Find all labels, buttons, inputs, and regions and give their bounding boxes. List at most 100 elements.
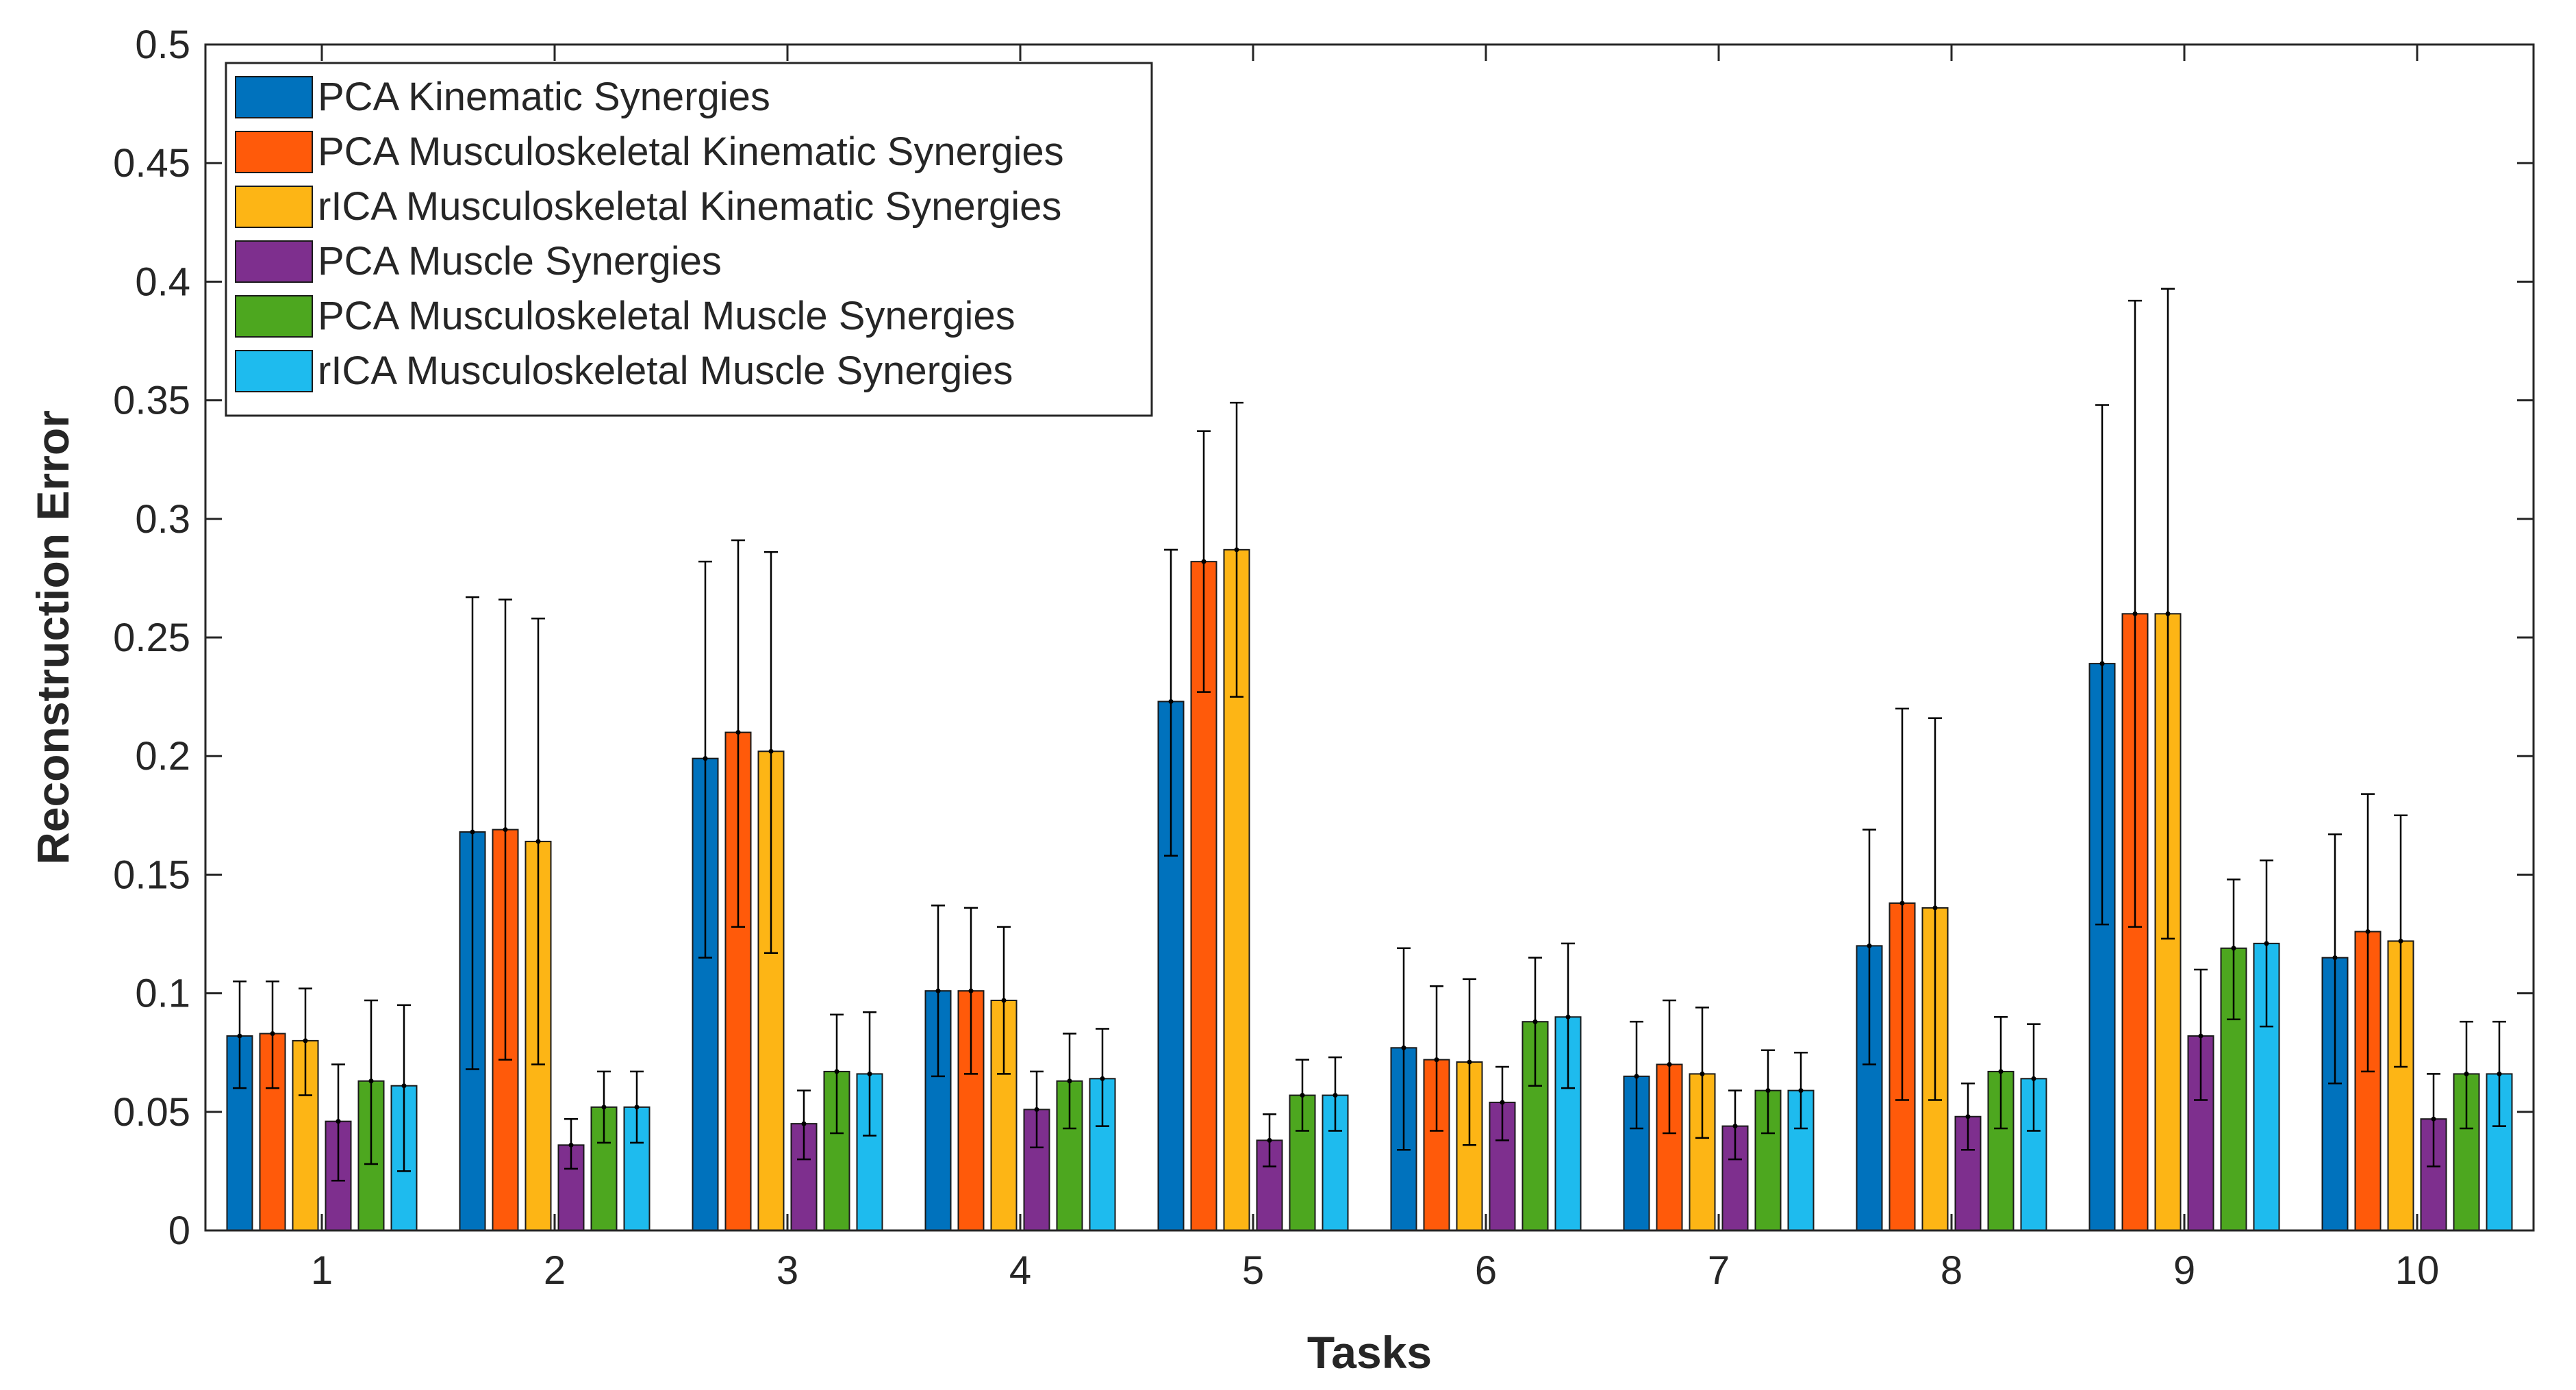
error-bar-series2-task3 [731,539,745,928]
x-tick-label: 2 [544,1248,566,1293]
error-bar-series5-task1 [364,999,378,1165]
y-tick-label: 0.2 [135,734,190,779]
error-bar-series6-task2 [630,1070,644,1144]
error-bar-series4-task9 [2194,968,2208,1101]
error-bar-series3-task6 [1463,978,1476,1146]
ticks-layer: 0 0.05 0.1 0.15 0.2 0.25 0.3 0.35 0.4 0.45 0.5 1 2 3 4… [113,23,2534,1293]
x-tick-label: 5 [1242,1248,1264,1293]
error-bar-series2-task10 [2361,793,2375,1073]
legend-label: rICA Musculoskeletal Kinematic Synergies [318,184,1061,229]
error-bar-series1-task4 [931,905,945,1078]
error-bar-series6-task10 [2492,1020,2506,1127]
error-bar-series2-task6 [1430,985,1443,1132]
y-tick-label: 0.15 [113,852,190,897]
y-tick-label: 0.4 [135,260,190,304]
error-bar-series2-task1 [266,981,279,1089]
legend-item-5: PCA Musculoskeletal Muscle Synergies [235,294,1015,338]
error-bar-series5-task10 [2460,1020,2473,1130]
legend-swatch [235,76,313,118]
error-bar-series5-task7 [1761,1049,1775,1135]
x-tick-label: 8 [1941,1248,1962,1293]
error-bar-series1-task9 [2095,404,2109,926]
error-bar-series2-task9 [2128,299,2142,928]
x-tick-label: 9 [2173,1248,2195,1293]
error-bar-series5-task2 [597,1070,611,1144]
error-bar-series6-task4 [1096,1028,1109,1127]
error-bar-series5-task5 [1296,1059,1309,1132]
error-bar-series1-task10 [2328,833,2342,1085]
error-bar-series4-task3 [797,1089,811,1161]
error-bar-series4-task4 [1030,1070,1044,1149]
error-bar-series5-task8 [1994,1015,2008,1130]
error-bar-series2-task2 [498,598,512,1061]
y-tick-label: 0.5 [135,23,190,67]
bar-series1-task4 [924,990,952,1231]
legend: PCA Kinematic Synergies PCA Musculoskelet… [225,62,1153,417]
legend-swatch [235,295,313,338]
x-tick-label: 3 [776,1248,798,1293]
error-bar-series2-task4 [964,907,978,1075]
error-bar-series1-task6 [1397,947,1411,1151]
bars-layer [226,548,2513,1232]
legend-item-2: PCA Musculoskeletal Kinematic Synergies [235,129,1064,174]
x-tick-label: 1 [311,1248,333,1293]
error-bar-series1-task7 [1630,1020,1643,1130]
error-bar-series5-task4 [1063,1033,1076,1130]
x-tick-label: 7 [1708,1248,1730,1293]
error-bar-series2-task5 [1197,430,1211,693]
error-bar-series3-task8 [1928,717,1942,1101]
error-bar-series6-task1 [397,1004,411,1172]
error-bar-series5-task9 [2227,879,2240,1020]
error-bar-series1-task5 [1164,548,1178,857]
error-bar-series2-task7 [1663,999,1676,1135]
legend-swatch [235,131,313,173]
error-bar-series6-task5 [1328,1056,1342,1132]
error-bar-series3-task5 [1230,401,1243,698]
y-tick-label: 0.45 [113,141,190,186]
error-bar-series4-task6 [1495,1065,1509,1141]
x-tick-label: 6 [1475,1248,1497,1293]
legend-label: rICA Musculoskeletal Muscle Synergies [318,349,1013,393]
legend-label: PCA Musculoskeletal Kinematic Synergies [318,129,1064,174]
legend-item-4: PCA Muscle Synergies [235,239,722,283]
error-bar-series6-task6 [1561,942,1575,1089]
legend-swatch [235,350,313,392]
error-bar-series3-task2 [531,618,545,1065]
y-axis-title: Reconstruction Error [27,410,78,865]
legend-item-1: PCA Kinematic Synergies [235,75,770,119]
error-bar-series4-task7 [1728,1089,1742,1161]
error-bar-series3-task4 [997,926,1011,1075]
legend-item-3: rICA Musculoskeletal Kinematic Synergies [235,184,1061,229]
error-bar-series4-task8 [1961,1082,1975,1151]
error-bar-series5-task6 [1528,957,1542,1087]
error-bar-series1-task8 [1862,829,1876,1065]
bar-series2-task7 [1656,1063,1683,1232]
legend-label: PCA Musculoskeletal Muscle Synergies [318,294,1015,338]
error-bar-series2-task8 [1895,707,1909,1101]
error-bar-series3-task3 [764,551,778,954]
error-bar-series4-task2 [564,1117,578,1170]
error-bar-series6-task9 [2260,859,2273,1028]
error-bar-series6-task8 [2027,1023,2041,1132]
error-bar-series4-task1 [331,1063,345,1182]
legend-label: PCA Muscle Synergies [318,239,722,283]
legend-swatch [235,240,313,283]
x-tick-label: 4 [1009,1248,1031,1293]
error-bar-series3-task9 [2161,288,2175,940]
y-tick-label: 0 [168,1209,190,1253]
y-tick-label: 0.3 [135,497,190,542]
error-bar-series1-task2 [466,596,479,1070]
x-axis-title: Tasks [1307,1327,1432,1378]
y-tick-label: 0.1 [135,972,190,1016]
error-bar-series3-task7 [1695,1007,1709,1139]
error-bar-series1-task1 [233,981,247,1089]
y-tick-label: 0.25 [113,616,190,660]
legend-label: PCA Kinematic Synergies [318,75,770,119]
error-bar-series5-task3 [830,1013,844,1135]
y-tick-label: 0.05 [113,1090,190,1135]
legend-box [225,62,1153,417]
legend-item-6: rICA Musculoskeletal Muscle Synergies [235,349,1013,393]
x-tick-label: 10 [2395,1248,2440,1293]
error-bar-series3-task10 [2394,814,2408,1068]
